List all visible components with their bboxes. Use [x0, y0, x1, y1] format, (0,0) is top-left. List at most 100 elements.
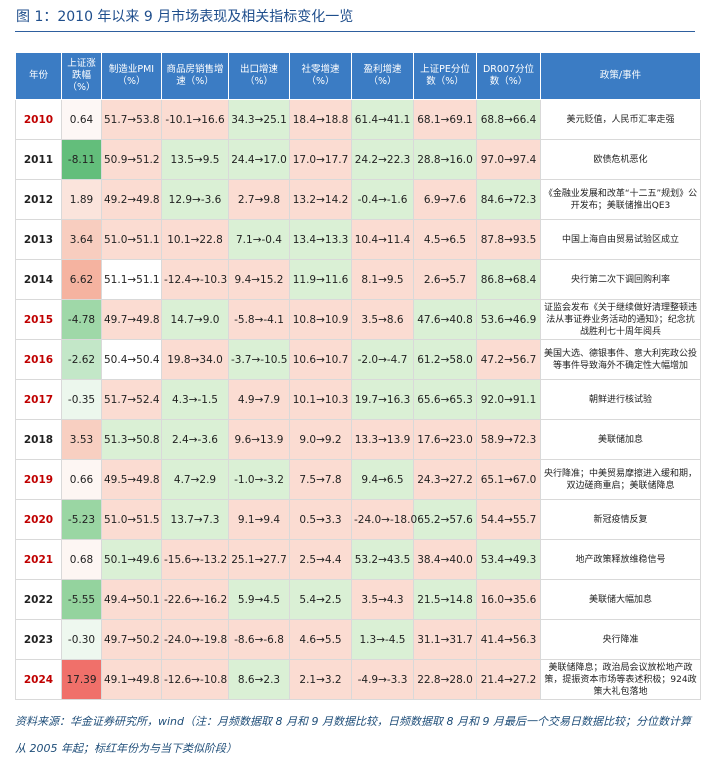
event-cell: 朝鲜进行核试验 — [540, 379, 701, 420]
event-cell: 美元贬值，人民币汇率走强 — [540, 99, 701, 140]
column-header: 商品房销售增速（%） — [161, 52, 229, 100]
value-cell: 10.8→10.9 — [289, 299, 352, 340]
value-cell: -2.0→-4.7 — [351, 339, 414, 380]
value-cell: -12.6→-10.8 — [161, 659, 229, 700]
value-cell: 38.4→40.0 — [413, 539, 477, 580]
table-row: 2015 -4.78 49.7→49.8 14.7→9.0 -5.8→-4.1 10.8→… — [15, 299, 701, 340]
column-header: 政策/事件 — [540, 52, 701, 100]
value-cell: -3.7→-10.5 — [228, 339, 290, 380]
value-cell: 13.2→14.2 — [289, 179, 352, 220]
event-cell: 地产政策释放维稳信号 — [540, 539, 701, 580]
value-cell: 21.5→14.8 — [413, 579, 477, 620]
table-row: 2016 -2.62 50.4→50.4 19.8→34.0 -3.7→-10.5 10.… — [15, 339, 701, 380]
table-row: 2024 17.39 49.1→49.8 -12.6→-10.8 8.6→2.3 2.1→… — [15, 659, 701, 700]
value-cell: 21.4→27.2 — [476, 659, 541, 700]
value-cell: 9.6→13.9 — [228, 419, 290, 460]
value-cell: 31.1→31.7 — [413, 619, 477, 660]
event-cell: 证监会发布《关于继续做好清理整顿违法从事证券业务活动的通知》；纪念抗战胜利七十周… — [540, 299, 701, 340]
value-cell: 17.6→23.0 — [413, 419, 477, 460]
event-cell: 美联储降息；政治局会议放松地产政策，提振资本市场等表述积极；924政策大礼包落地 — [540, 659, 701, 700]
value-cell: 19.7→16.3 — [351, 379, 414, 420]
value-cell: 13.7→7.3 — [161, 499, 229, 540]
table-row: 2010 0.64 51.7→53.8 -10.1→16.6 34.3→25.1 18.4… — [15, 99, 701, 140]
value-cell: 49.1→49.8 — [101, 659, 162, 700]
value-cell: 4.9→7.9 — [228, 379, 290, 420]
value-cell: -12.4→-10.3 — [161, 259, 229, 300]
value-cell: 10.4→11.4 — [351, 219, 414, 260]
column-header: DR007分位数（%） — [476, 52, 541, 100]
value-cell: 14.7→9.0 — [161, 299, 229, 340]
value-cell: -15.6→-13.2 — [161, 539, 229, 580]
value-cell: 22.8→28.0 — [413, 659, 477, 700]
column-header: 上证PE分位数（%） — [413, 52, 477, 100]
value-cell: 53.6→46.9 — [476, 299, 541, 340]
column-header: 制造业PMI（%） — [101, 52, 162, 100]
column-header: 社零增速（%） — [289, 52, 352, 100]
value-cell: 86.8→68.4 — [476, 259, 541, 300]
table-row: 2014 6.62 51.1→51.1 -12.4→-10.3 9.4→15.2 11.9… — [15, 259, 701, 300]
value-cell: 5.4→2.5 — [289, 579, 352, 620]
table-row: 2018 3.53 51.3→50.8 2.4→-3.6 9.6→13.9 9.0→9.2… — [15, 419, 701, 460]
value-cell: 7.1→-0.4 — [228, 219, 290, 260]
value-cell: 84.6→72.3 — [476, 179, 541, 220]
value-cell: 11.9→11.6 — [289, 259, 352, 300]
value-cell: 25.1→27.7 — [228, 539, 290, 580]
year-cell: 2021 — [15, 539, 62, 580]
event-cell: 欧债危机恶化 — [540, 139, 701, 180]
value-cell: 2.7→9.8 — [228, 179, 290, 220]
value-cell: 19.8→34.0 — [161, 339, 229, 380]
value-cell: 49.4→50.1 — [101, 579, 162, 620]
event-cell: 美联储大幅加息 — [540, 579, 701, 620]
value-cell: 87.8→93.5 — [476, 219, 541, 260]
value-cell: 3.64 — [61, 219, 102, 260]
value-cell: 61.2→58.0 — [413, 339, 477, 380]
year-cell: 2023 — [15, 619, 62, 660]
value-cell: 53.4→49.3 — [476, 539, 541, 580]
value-cell: -10.1→16.6 — [161, 99, 229, 140]
year-cell: 2017 — [15, 379, 62, 420]
value-cell: 47.6→40.8 — [413, 299, 477, 340]
value-cell: -5.23 — [61, 499, 102, 540]
value-cell: 1.89 — [61, 179, 102, 220]
year-cell: 2013 — [15, 219, 62, 260]
value-cell: 24.3→27.2 — [413, 459, 477, 500]
value-cell: 5.9→4.5 — [228, 579, 290, 620]
value-cell: 13.3→13.9 — [351, 419, 414, 460]
column-header: 出口增速（%） — [228, 52, 290, 100]
column-header: 上证涨跌幅（%） — [61, 52, 102, 100]
value-cell: 53.2→43.5 — [351, 539, 414, 580]
year-cell: 2016 — [15, 339, 62, 380]
value-cell: 51.3→50.8 — [101, 419, 162, 460]
value-cell: 51.0→51.5 — [101, 499, 162, 540]
table-row: 2013 3.64 51.0→51.1 10.1→22.8 7.1→-0.4 13.4→1… — [15, 219, 701, 260]
value-cell: 41.4→56.3 — [476, 619, 541, 660]
table-row: 2011 -8.11 50.9→51.2 13.5→9.5 24.4→17.0 17.0→… — [15, 139, 701, 180]
data-table: 年份 上证涨跌幅（%） 制造业PMI（%） 商品房销售增速（%） 出口增速（%） 社零增速… — [15, 52, 701, 700]
event-cell: 美联储加息 — [540, 419, 701, 460]
value-cell: 10.1→10.3 — [289, 379, 352, 420]
value-cell: -4.78 — [61, 299, 102, 340]
table-body: 2010 0.64 51.7→53.8 -10.1→16.6 34.3→25.1 18.4… — [15, 99, 701, 700]
value-cell: 2.4→-3.6 — [161, 419, 229, 460]
value-cell: 17.39 — [61, 659, 102, 700]
value-cell: 54.4→55.7 — [476, 499, 541, 540]
value-cell: -8.6→-6.8 — [228, 619, 290, 660]
header-row: 年份 上证涨跌幅（%） 制造业PMI（%） 商品房销售增速（%） 出口增速（%） 社零增速… — [15, 52, 701, 100]
value-cell: 65.1→67.0 — [476, 459, 541, 500]
value-cell: 61.4→41.1 — [351, 99, 414, 140]
table-row: 2020 -5.23 51.0→51.5 13.7→7.3 9.1→9.4 0.5→3.3… — [15, 499, 701, 540]
value-cell: 6.62 — [61, 259, 102, 300]
value-cell: 9.4→15.2 — [228, 259, 290, 300]
table-row: 2012 1.89 49.2→49.8 12.9→-3.6 2.7→9.8 13.2→14… — [15, 179, 701, 220]
value-cell: 16.0→35.6 — [476, 579, 541, 620]
value-cell: 68.1→69.1 — [413, 99, 477, 140]
value-cell: 47.2→56.7 — [476, 339, 541, 380]
year-cell: 2010 — [15, 99, 62, 140]
value-cell: 10.1→22.8 — [161, 219, 229, 260]
value-cell: 49.5→49.8 — [101, 459, 162, 500]
year-cell: 2019 — [15, 459, 62, 500]
value-cell: 9.0→9.2 — [289, 419, 352, 460]
value-cell: 6.9→7.6 — [413, 179, 477, 220]
value-cell: 0.68 — [61, 539, 102, 580]
